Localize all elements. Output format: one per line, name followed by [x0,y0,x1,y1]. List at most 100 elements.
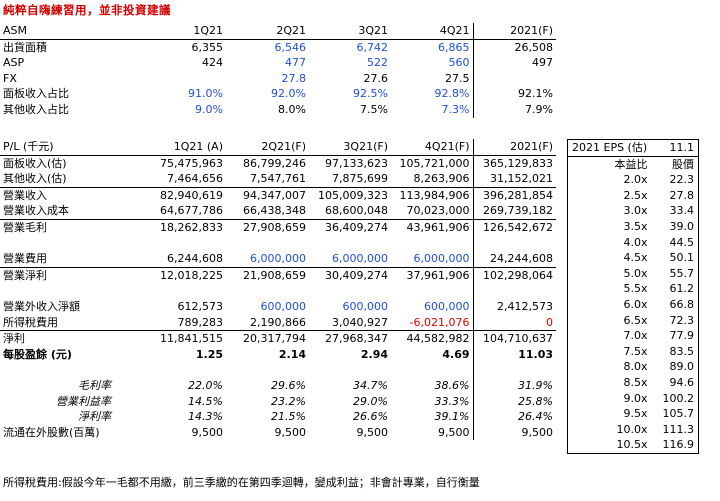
table-cell: 29.0% [353,394,388,408]
table-cell: 29.6% [271,378,306,392]
implied-price: 100.2 [662,391,695,405]
price-header: 股價 [672,157,694,171]
table-cell: 612,573 [177,299,224,313]
table-cell [472,70,556,87]
table-cell: 11,841,515 [114,330,226,347]
pe-multiple: 5.0x [623,266,648,280]
table-row: 所得稅費用 789,283 2,190,866 3,040,927 -6,021,076… [0,314,556,331]
pe-multiple: 4.5x [623,251,648,265]
table-cell: 6,000,000 [332,252,388,266]
table-cell: 365,129,833 [472,155,556,172]
table-cell [226,362,309,378]
footnote: 所得稅費用:假設今年一毛都不用繳，前三季繳的在第四季迴轉，變成利益；非會計專業，… [3,476,480,489]
table-row: 淨利 11,841,515 20,317,794 27,968,347 44,582,9… [0,330,556,347]
table-cell: 44,582,982 [391,330,473,347]
table-cell [150,71,226,87]
table-row: 流通在外股數(百萬) 9,500 9,500 9,500 9,500 9,500 [0,424,556,441]
disclaimer-title: 純粹自嗨練習用，並非投資建議 [3,3,171,17]
table-cell [472,283,556,299]
pl-header-label: P/L (千元) [0,139,114,156]
table-cell: 22.0% [188,378,223,392]
table-cell: 2,412,573 [472,298,556,315]
table-row: 營業利益率 14.5% 23.2% 29.0% 33.3% 25.8% [0,393,556,410]
table-cell: 1.25 [195,347,223,361]
table-cell: 7.5% [360,102,388,116]
table-row: 淨利率 14.3% 21.5% 26.6% 39.1% 26.4% [0,409,556,425]
table-cell: 20,317,794 [226,330,309,347]
implied-price: 27.8 [669,188,695,202]
table-cell: 27.6 [363,71,389,85]
table-cell: 12,018,225 [114,266,226,284]
table-cell: 26,508 [472,39,556,56]
table-cell: 600,000 [342,299,389,313]
period-header: 2021(F) [472,23,556,40]
row-label: 其他收入(估) [3,172,67,186]
table-cell: 94,347,007 [226,186,309,204]
table-cell: 36,409,274 [309,218,391,236]
table-cell: 27.8 [281,71,307,85]
table-cell: 21,908,659 [226,266,309,284]
table-cell: 560 [448,56,470,70]
period-header: 4Q21(F) [391,139,473,156]
table-cell: 27.5 [445,71,470,85]
table-cell: 8,263,906 [413,172,470,186]
eps-row: 8.5x 94.6 [568,375,699,391]
table-cell [226,236,309,252]
table-cell: 26.4% [472,409,556,425]
table-cell: 70,023,000 [406,204,470,218]
row-label: 出貨面積 [3,40,47,54]
pl-header-row: P/L (千元) 1Q21 (A) 2Q21(F) 3Q21(F) 4Q21(F) 202… [0,139,556,156]
table-cell [472,235,556,252]
row-label: 每股盈餘 (元) [3,347,72,361]
table-row: 營業收入成本 64,677,786 66,438,348 68,600,048 70,0… [0,203,556,220]
table-cell [309,236,391,252]
table-row: 毛利率 22.0% 29.6% 34.7% 38.6% 31.9% [0,377,556,394]
implied-price: 22.3 [669,173,695,187]
pe-multiple: 3.0x [623,204,648,218]
table-cell: 6,000,000 [413,252,470,266]
implied-price: 55.7 [669,266,695,280]
pe-ratio-header: 本益比 [614,157,648,171]
table-row: 營業毛利 18,262,833 27,908,659 36,409,274 43,961… [0,218,556,236]
table-cell: 23.2% [271,394,306,408]
table-cell: 43,961,906 [391,218,473,236]
table-cell: 600,000 [260,299,307,313]
row-label: 毛利率 [78,378,111,392]
table-cell: 2.14 [278,347,306,361]
table-row: ASP 424 477 522 560 497 [0,55,556,71]
pe-multiple: 8.5x [623,375,648,389]
table-cell [226,283,309,299]
table-cell: 789,283 [177,315,224,329]
eps-row: 6.0x 66.8 [568,297,699,313]
implied-price: 77.9 [669,329,695,343]
row-label: 營業毛利 [0,218,114,236]
table-cell: 31,152,021 [472,171,556,188]
implied-price: 89.0 [669,360,695,374]
table-row: 營業外收入淨額 612,573 600,000 600,000 600,000 2,412… [0,298,556,315]
table-cell: 24,244,608 [472,251,556,268]
table-cell: 8.0% [278,102,306,116]
table-row [0,283,556,299]
pe-multiple: 7.0x [623,329,648,343]
table-cell: 9,500 [472,424,556,441]
pe-multiple: 5.5x [623,282,648,296]
table-cell: 9.0% [195,102,223,116]
row-label: 面板收入(估) [3,156,67,170]
implied-price: 61.2 [669,282,695,296]
table-row: 每股盈餘 (元) 1.25 2.14 2.94 4.69 11.03 [0,346,556,363]
pe-multiple: 10.5x [616,438,648,452]
table-cell: 9,500 [356,425,389,439]
eps-value: 11.1 [651,139,699,157]
table-cell: 92.8% [434,87,470,101]
table-cell: 37,961,906 [391,266,473,284]
table-cell: 102,298,064 [472,266,556,284]
pe-multiple: 2.5x [623,188,648,202]
implied-price: 116.9 [662,438,695,452]
table-cell: 14.5% [188,394,223,408]
eps-row: 2.5x 27.8 [568,188,699,204]
row-label [0,362,114,378]
eps-row: 7.0x 77.9 [568,328,699,344]
table-cell: 31.9% [472,377,556,394]
table-cell: 82,940,619 [114,186,226,204]
table-cell: 33.3% [434,394,470,408]
